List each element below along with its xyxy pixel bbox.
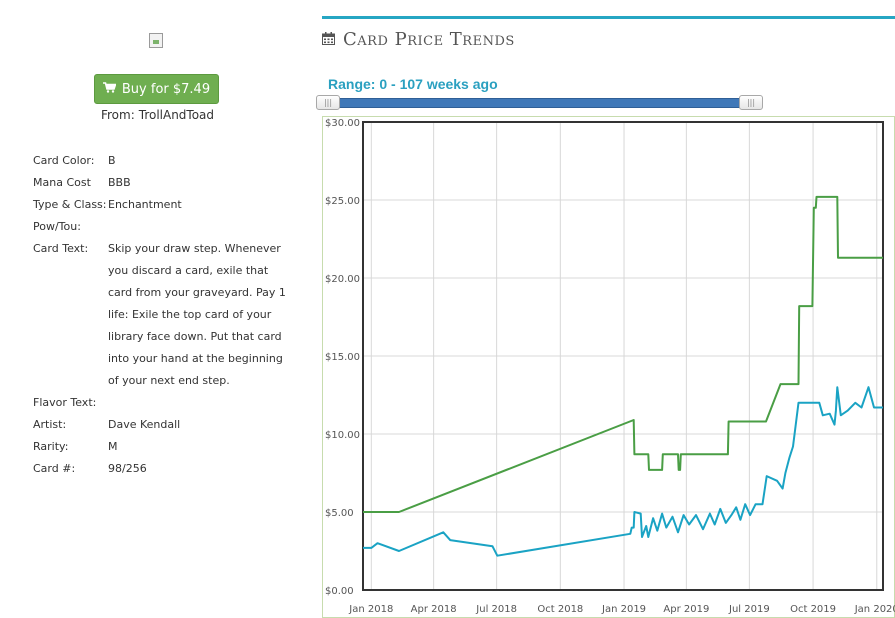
range-label: Range: 0 - 107 weeks ago: [328, 76, 498, 92]
info-label: Flavor Text:: [33, 396, 97, 409]
info-row-rarity: Rarity: M: [33, 436, 293, 458]
info-row-type: Type & Class: Enchantment: [33, 194, 293, 216]
x-tick-label: Jul 2018: [475, 604, 517, 615]
buy-button[interactable]: Buy for $7.49: [94, 74, 219, 104]
x-tick-label: Jul 2019: [728, 604, 770, 615]
info-label: Card #:: [33, 462, 76, 475]
y-tick-label: $5.00: [325, 508, 354, 519]
x-tick-label: Apr 2018: [411, 604, 457, 615]
info-row-artist: Artist: Dave Kendall: [33, 414, 293, 436]
info-label: Rarity:: [33, 440, 69, 453]
card-image: [149, 33, 163, 48]
info-row-pow-tou: Pow/Tou:: [33, 216, 293, 238]
card-info-table: Card Color: B Mana Cost BBB Type & Class: E…: [33, 150, 293, 480]
x-tick-label: Jan 2018: [348, 604, 393, 615]
info-value: Skip your draw step. Whenever you discar…: [108, 242, 286, 387]
shopping-cart-icon: [102, 75, 117, 103]
info-value: Dave Kendall: [108, 418, 181, 431]
info-row-color: Card Color: B: [33, 150, 293, 172]
chart-frame: [322, 116, 895, 618]
x-tick-label: Oct 2018: [537, 604, 583, 615]
y-tick-label: $20.00: [325, 274, 360, 285]
section-divider: [322, 16, 895, 19]
info-label: Pow/Tou:: [33, 220, 81, 233]
x-tick-label: Oct 2019: [790, 604, 836, 615]
section-header: Card Price Trends: [322, 29, 515, 51]
card-details-panel: Buy for $7.49 From: TrollAndToad Card Col…: [0, 0, 310, 618]
info-label: Type & Class:: [33, 198, 107, 211]
y-tick-label: $30.00: [325, 118, 360, 129]
range-slider-handle-start[interactable]: |||: [316, 95, 340, 110]
vendor-prefix: From:: [100, 108, 135, 122]
vendor-line: From: TrollAndToad: [80, 108, 235, 122]
y-tick-label: $0.00: [325, 586, 354, 597]
price-chart: $0.00 $5.00 $10.00 $15.00 $20.00 $25.00 $30.00…: [322, 116, 895, 618]
y-tick-label: $15.00: [325, 352, 360, 363]
info-row-card-number: Card #: 98/256: [33, 458, 293, 480]
info-value: Enchantment: [108, 198, 182, 211]
range-slider-track[interactable]: [324, 98, 762, 108]
info-label: Card Color:: [33, 154, 95, 167]
info-value: B: [108, 154, 116, 167]
buy-button-label: Buy for $7.49: [121, 82, 211, 97]
series-line-1: [363, 195, 883, 513]
info-label: Artist:: [33, 418, 67, 431]
range-slider-handle-end[interactable]: |||: [739, 95, 763, 110]
info-value: [108, 216, 293, 238]
y-tick-label: $25.00: [325, 196, 360, 207]
y-tick-label: $10.00: [325, 430, 360, 441]
info-row-mana-cost: Mana Cost BBB: [33, 172, 293, 194]
info-label: Mana Cost: [33, 176, 91, 189]
plot-area: [362, 121, 884, 591]
info-value: BBB: [108, 176, 131, 189]
info-value: 98/256: [108, 462, 147, 475]
price-trends-panel: Card Price Trends Range: 0 - 107 weeks a…: [316, 0, 895, 618]
info-value: M: [108, 440, 118, 453]
vendor-name: TrollAndToad: [138, 108, 215, 122]
x-tick-label: Jan 2020: [854, 604, 895, 615]
info-value: [108, 392, 293, 414]
page-title: Card Price Trends: [343, 29, 515, 50]
calendar-icon: [322, 30, 335, 49]
x-tick-label: Apr 2019: [663, 604, 709, 615]
info-row-card-text: Card Text: Skip your draw step. Whenever …: [33, 238, 293, 392]
series-line-2: [363, 386, 883, 557]
x-tick-label: Jan 2019: [601, 604, 646, 615]
info-row-flavor-text: Flavor Text:: [33, 392, 293, 414]
info-label: Card Text:: [33, 242, 89, 255]
